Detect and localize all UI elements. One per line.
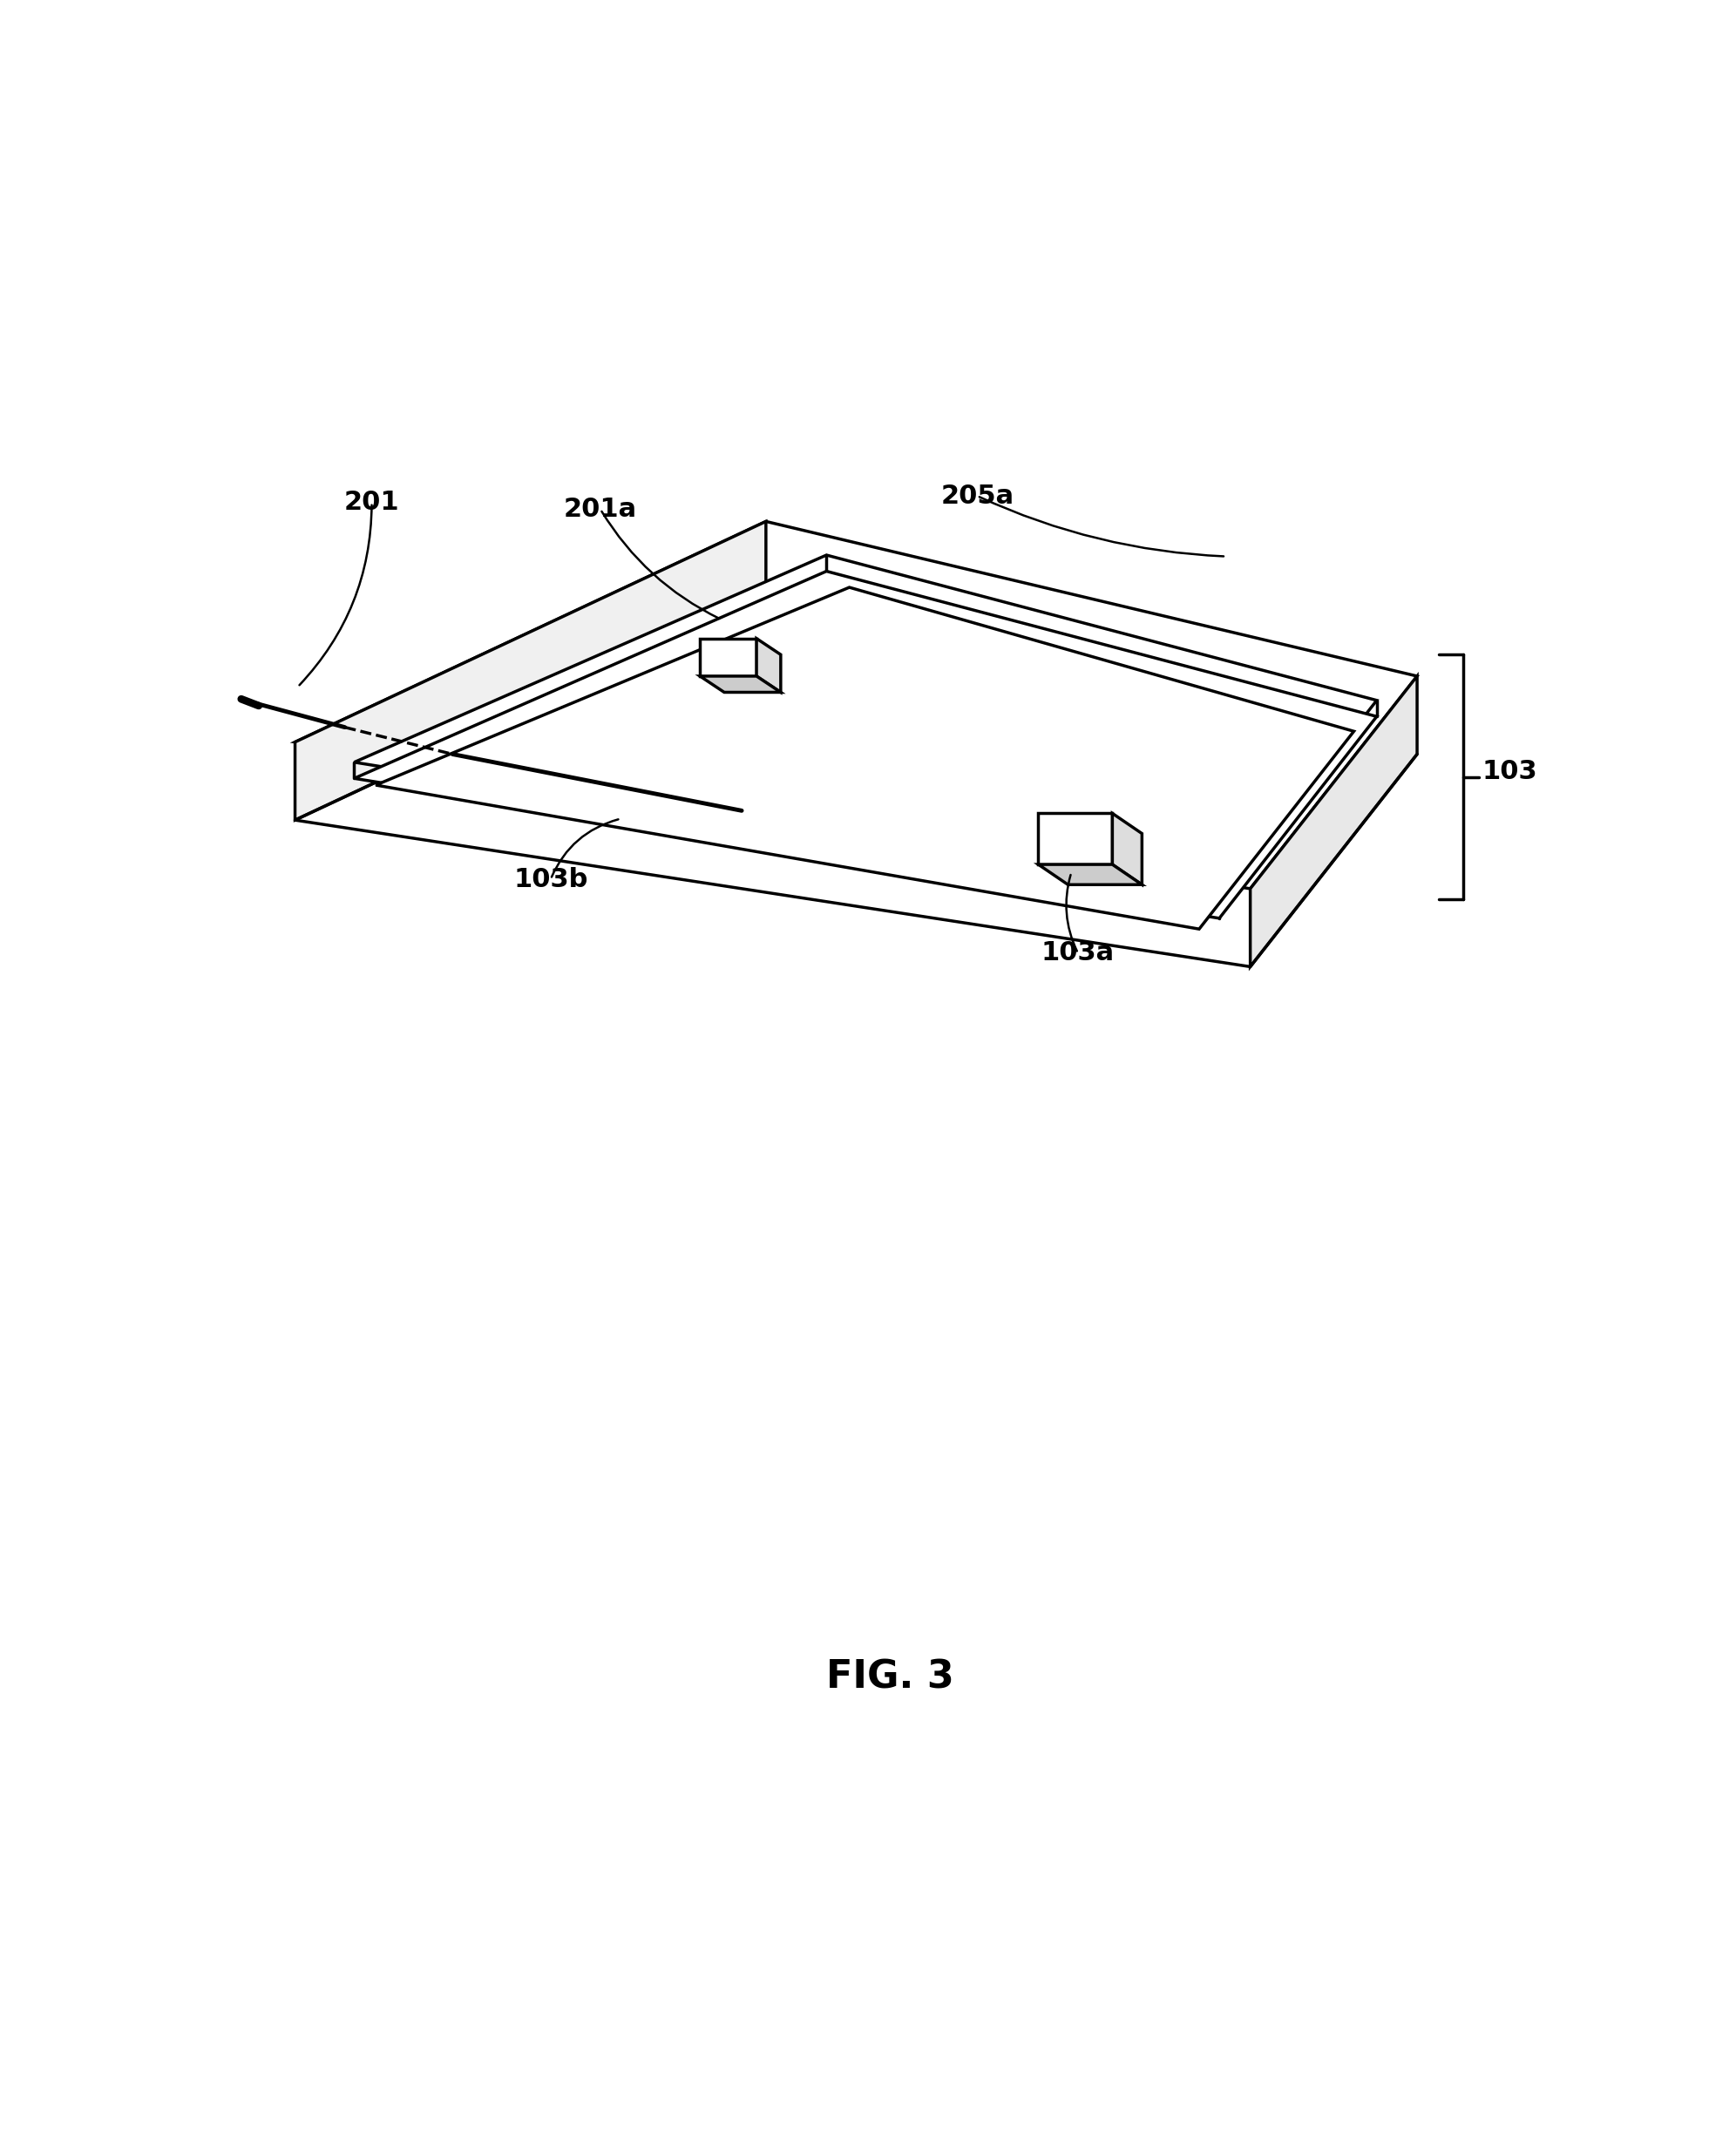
Polygon shape bbox=[1038, 814, 1113, 864]
Polygon shape bbox=[375, 588, 1354, 928]
Text: 103: 103 bbox=[1481, 758, 1536, 784]
Polygon shape bbox=[1250, 676, 1417, 967]
Polygon shape bbox=[1113, 814, 1142, 885]
Polygon shape bbox=[295, 521, 1417, 890]
Text: 201a: 201a bbox=[564, 498, 637, 521]
Polygon shape bbox=[1038, 864, 1142, 885]
Text: FIG. 3: FIG. 3 bbox=[826, 1659, 953, 1695]
Text: 205a: 205a bbox=[941, 482, 1014, 508]
Text: 103b: 103b bbox=[514, 866, 589, 892]
Polygon shape bbox=[354, 556, 1377, 903]
Polygon shape bbox=[354, 571, 1377, 918]
Polygon shape bbox=[700, 638, 757, 676]
Polygon shape bbox=[295, 521, 766, 821]
Polygon shape bbox=[700, 676, 781, 691]
Text: 201: 201 bbox=[344, 489, 399, 515]
Polygon shape bbox=[757, 638, 781, 691]
Text: 103a: 103a bbox=[1042, 941, 1115, 965]
